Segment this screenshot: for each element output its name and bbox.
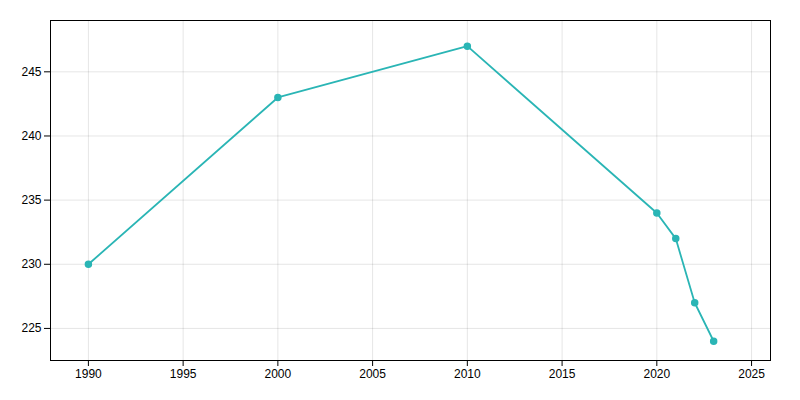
- svg-text:230: 230: [21, 257, 41, 271]
- svg-text:2025: 2025: [738, 367, 765, 381]
- svg-text:2005: 2005: [359, 367, 386, 381]
- svg-text:2010: 2010: [454, 367, 481, 381]
- svg-text:235: 235: [21, 193, 41, 207]
- svg-text:240: 240: [21, 129, 41, 143]
- svg-text:225: 225: [21, 321, 41, 335]
- svg-text:245: 245: [21, 65, 41, 79]
- svg-text:2000: 2000: [265, 367, 292, 381]
- svg-text:2020: 2020: [643, 367, 670, 381]
- svg-text:2015: 2015: [549, 367, 576, 381]
- svg-text:1995: 1995: [170, 367, 197, 381]
- svg-text:1990: 1990: [75, 367, 102, 381]
